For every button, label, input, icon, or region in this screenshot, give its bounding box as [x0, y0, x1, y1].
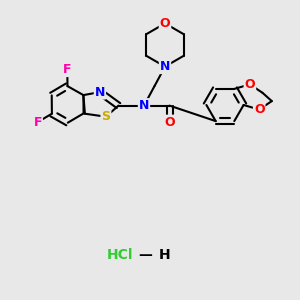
Text: —: —	[139, 248, 152, 262]
Text: O: O	[244, 78, 255, 91]
Text: N: N	[95, 85, 105, 99]
Text: O: O	[160, 17, 170, 30]
Text: O: O	[164, 116, 175, 129]
Text: O: O	[254, 103, 265, 116]
Text: H: H	[159, 248, 171, 262]
Text: F: F	[33, 116, 42, 129]
Text: N: N	[139, 99, 149, 112]
Text: S: S	[101, 110, 110, 123]
Text: F: F	[63, 63, 72, 76]
Text: HCl: HCl	[107, 248, 133, 262]
Text: N: N	[160, 60, 170, 73]
